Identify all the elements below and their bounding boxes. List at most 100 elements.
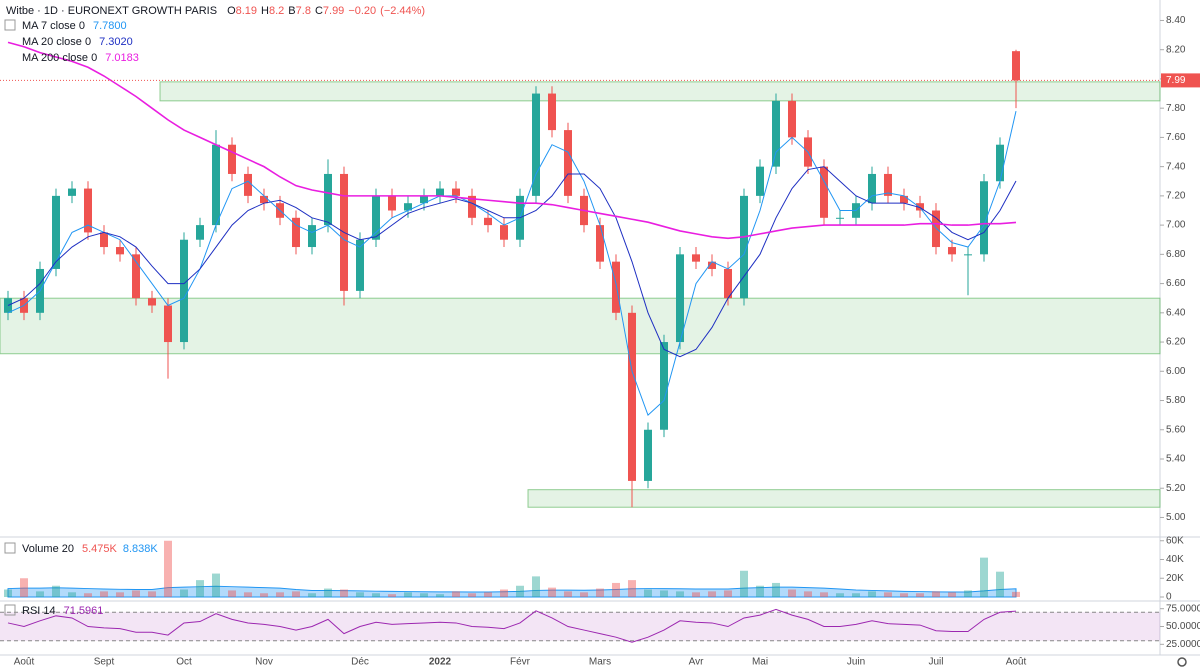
volume-bar <box>500 589 508 597</box>
x-tick-label: Févr <box>510 657 531 668</box>
candle-body <box>116 247 124 255</box>
candle-body <box>436 188 444 196</box>
volume-bar <box>4 589 12 597</box>
volume-bar <box>884 592 892 597</box>
zone <box>527 489 1161 508</box>
legend: Witbe · 1D · EURONEXT GROWTH PARIS O8.19 H… <box>4 5 425 617</box>
candle-body <box>980 181 988 255</box>
legend-row: RSI 14 71.5961 <box>22 605 103 617</box>
candle-body <box>564 130 572 196</box>
candle-body <box>548 93 556 131</box>
candle-body <box>916 203 924 211</box>
settings-icon[interactable] <box>1177 657 1187 667</box>
legend-name: RSI 14 <box>22 605 56 617</box>
volume-bar <box>804 591 812 597</box>
volume-bar <box>340 589 348 597</box>
volume-bar <box>180 589 188 597</box>
volume-bar <box>324 588 332 597</box>
y-tick-label: 7.00 <box>1166 220 1186 231</box>
candle-body <box>164 305 172 343</box>
candle-body <box>628 312 636 481</box>
candle-body <box>868 173 876 204</box>
candle-body <box>420 195 428 204</box>
x-tick-label: Déc <box>351 657 369 668</box>
candle-body <box>932 210 940 248</box>
x-tick-label: Mars <box>589 657 611 668</box>
legend-row: MA 7 close 0 7.7800 <box>22 20 127 32</box>
candle-body <box>772 100 780 167</box>
y-tick-label: 6.40 <box>1166 307 1186 318</box>
volume-bar <box>868 591 876 597</box>
rsi-line <box>7 608 1017 643</box>
candle-body <box>500 225 508 240</box>
volume-bar <box>116 592 124 597</box>
collapse-icon[interactable] <box>4 542 16 554</box>
volume-bar <box>836 593 844 597</box>
candle-body <box>52 195 60 269</box>
candle-body <box>388 195 396 211</box>
candle-body <box>948 247 956 255</box>
candle-body <box>724 268 732 299</box>
x-tick-label: Août <box>14 657 35 668</box>
candle-body <box>148 298 156 306</box>
candle-body <box>292 217 300 248</box>
ma-line <box>7 166 1017 358</box>
y-tick-label: 7.80 <box>1166 103 1186 114</box>
change-pct: (−2.44%) <box>380 5 425 17</box>
volume-bar <box>708 591 716 597</box>
y-tick-label: 75.0000 <box>1166 603 1200 614</box>
x-tick-label: Mai <box>752 657 768 668</box>
volume-bar <box>740 570 748 597</box>
candle-body <box>228 144 236 174</box>
volume-bar <box>932 591 940 597</box>
volume-bar <box>356 592 364 597</box>
y-tick-label: 6.80 <box>1166 249 1186 260</box>
volume-bar <box>788 589 796 597</box>
collapse-icon[interactable] <box>4 604 16 616</box>
legend-row: MA 200 close 0 7.0183 <box>22 52 139 64</box>
volume-bar <box>820 592 828 597</box>
volume-bar <box>260 593 268 597</box>
legend-row: Volume 20 5.475K 8.838K <box>22 543 158 555</box>
x-tick-label: Août <box>1006 657 1027 668</box>
candle-body <box>788 100 796 138</box>
legend-name: MA 200 close 0 <box>22 52 97 64</box>
volume-bar <box>900 593 908 597</box>
volume-bar <box>372 593 380 597</box>
candle-body <box>180 239 188 343</box>
ohlc-letter: C <box>315 5 323 17</box>
volume-bar <box>964 590 972 597</box>
x-tick-label: 2022 <box>429 657 452 668</box>
volume-bar <box>692 592 700 597</box>
gear[interactable] <box>1177 657 1187 667</box>
candle-body <box>132 254 140 299</box>
volume-bar <box>676 591 684 597</box>
candle-body <box>196 225 204 240</box>
collapse-icon[interactable] <box>4 19 16 31</box>
volume-bar <box>644 589 652 597</box>
y-tick-label: 25.0000 <box>1166 639 1200 650</box>
volume-bar <box>548 587 556 597</box>
legend-value: 71.5961 <box>64 605 104 617</box>
volume-bar <box>196 580 204 597</box>
candle-body <box>452 188 460 196</box>
volume-bar <box>68 592 76 597</box>
volume-bar <box>244 592 252 597</box>
volume-bar <box>916 593 924 597</box>
ohlc-letter: H <box>261 5 269 17</box>
volume-bar <box>308 593 316 597</box>
y-tick-label: 60K <box>1166 535 1184 546</box>
volume-bar <box>404 592 412 597</box>
candle-body <box>708 261 716 269</box>
volume-bar <box>388 594 396 597</box>
candle-body <box>468 195 476 218</box>
x-tick-label: Oct <box>176 657 192 668</box>
candle-body <box>372 195 380 240</box>
y-tick-label: 5.20 <box>1166 483 1186 494</box>
ma-line <box>7 110 1017 417</box>
y-tick-label: 5.80 <box>1166 395 1186 406</box>
candle-body <box>244 173 252 196</box>
legend-value: 5.475K <box>82 543 118 555</box>
